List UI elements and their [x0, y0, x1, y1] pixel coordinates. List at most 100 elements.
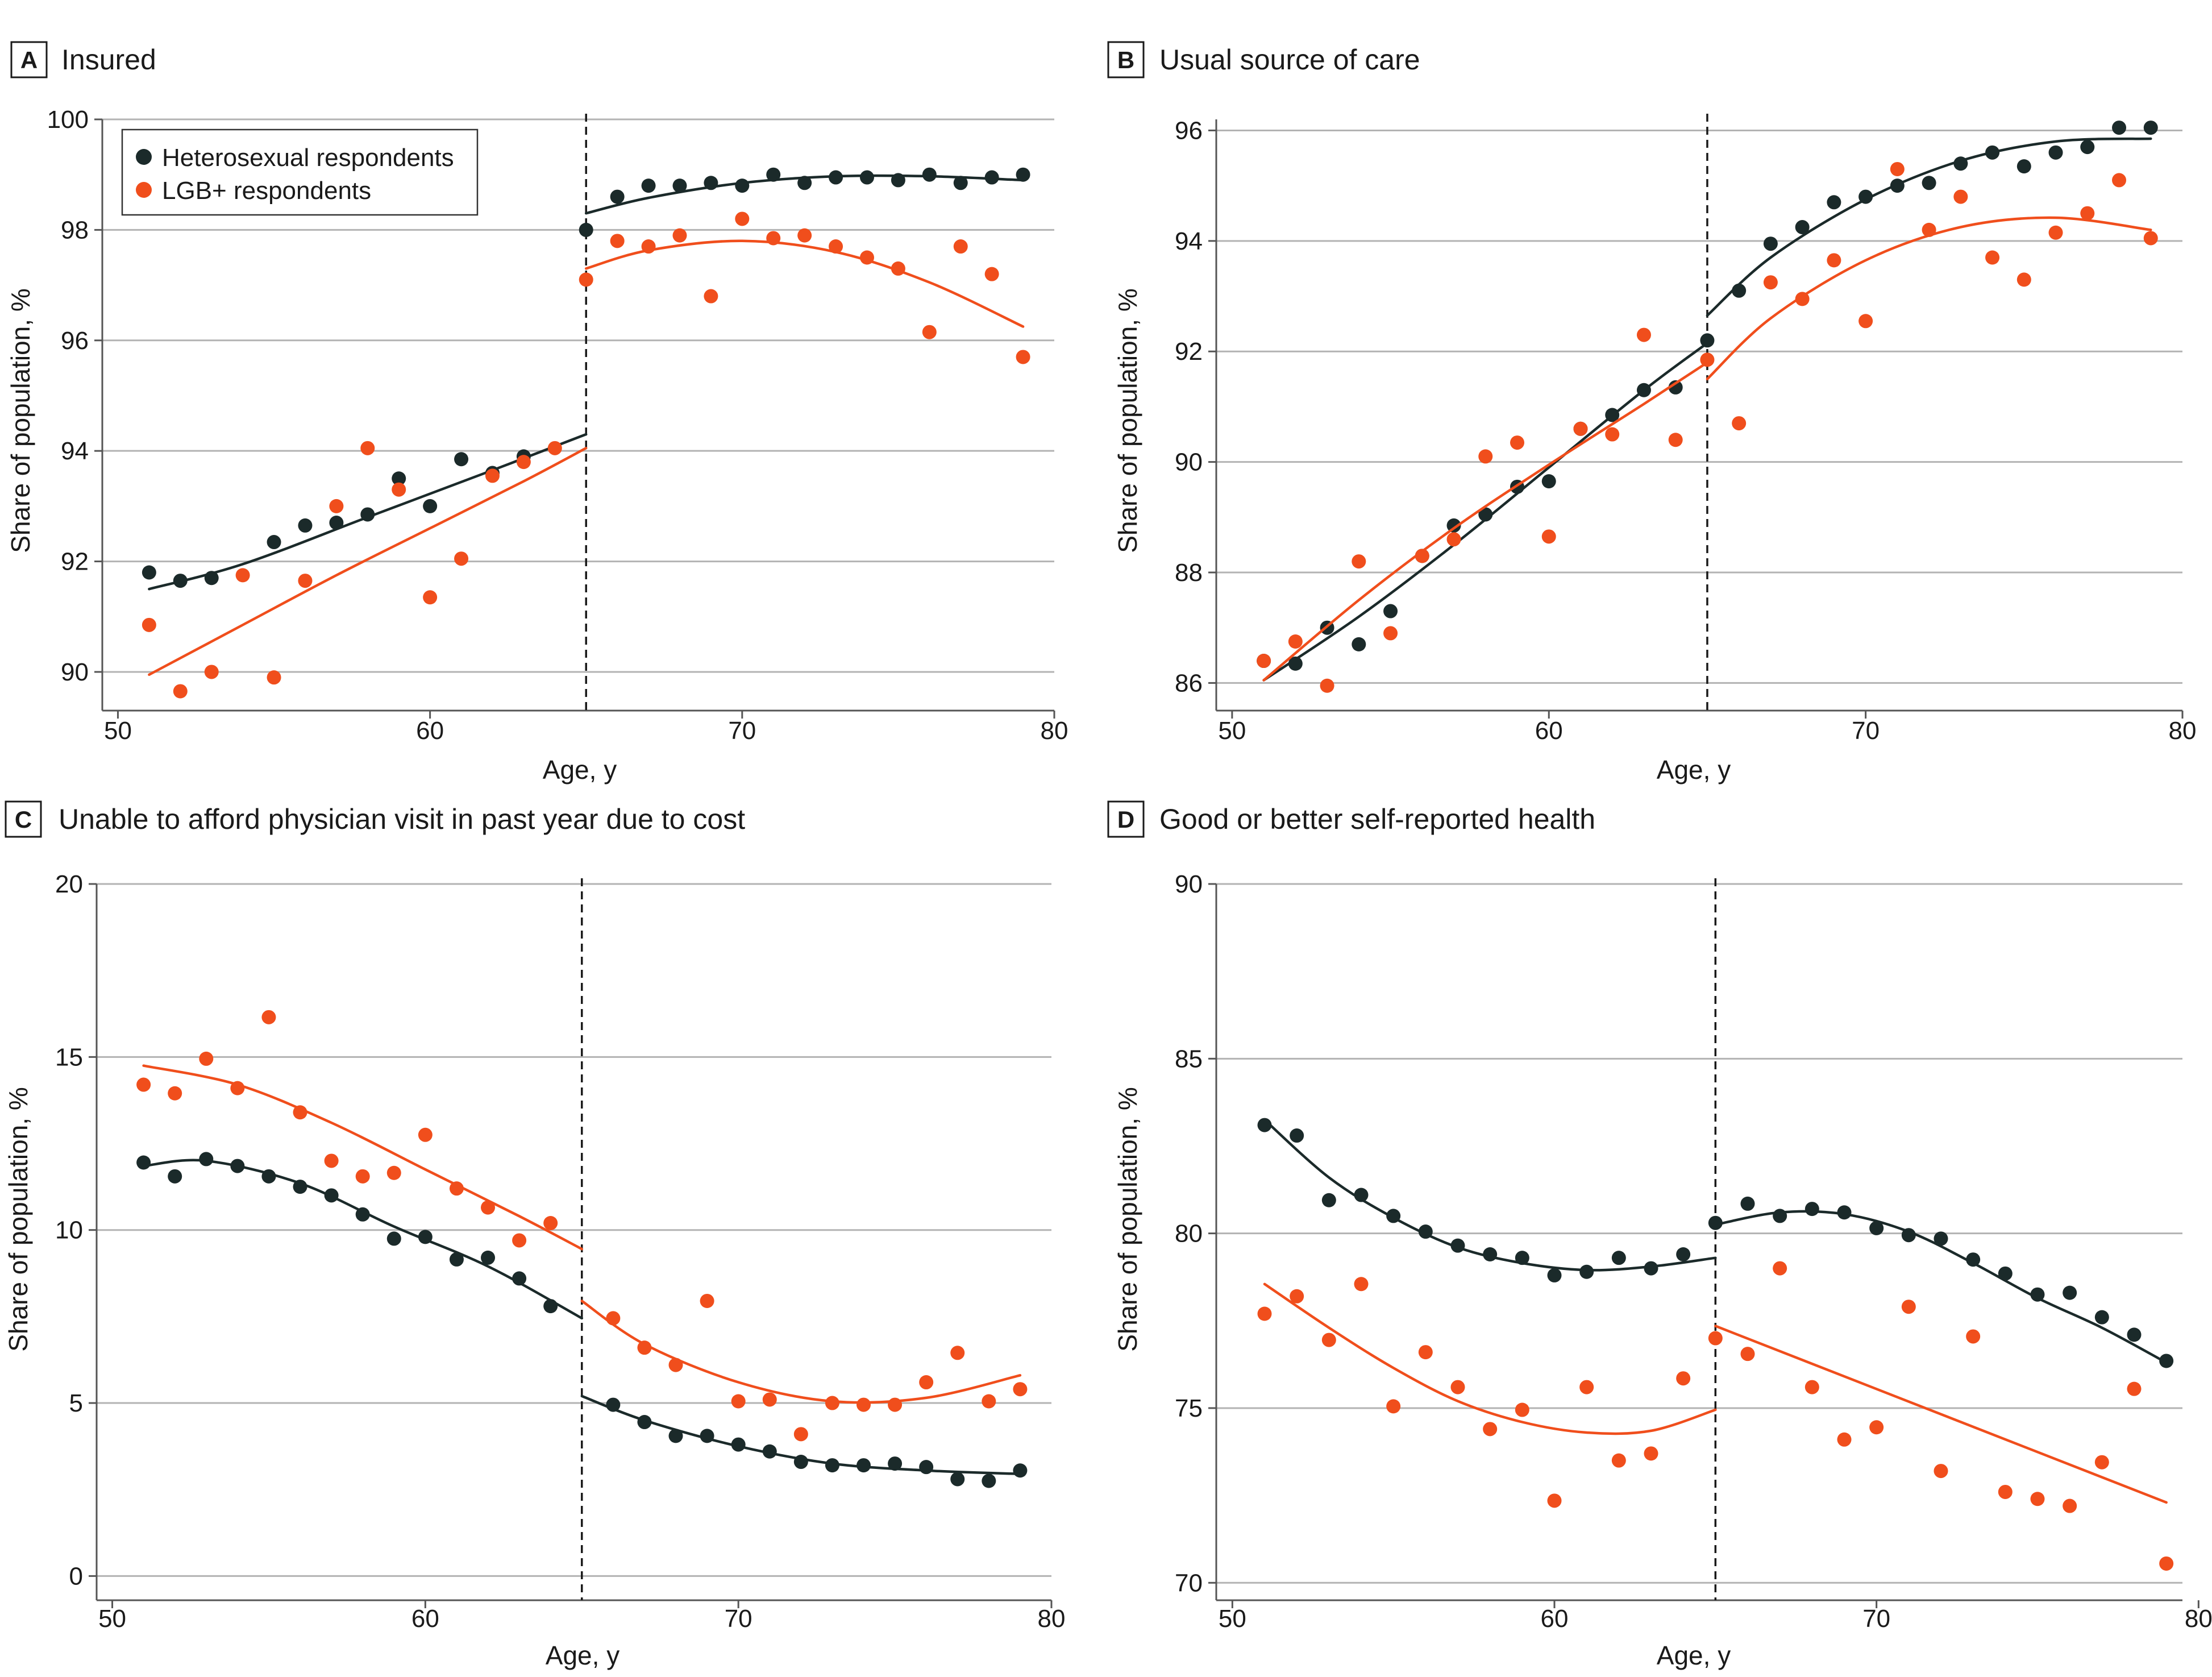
point-heterosexual — [481, 1250, 496, 1265]
point-heterosexual — [293, 1180, 307, 1194]
point-lgb — [984, 267, 999, 281]
point-lgb — [1869, 1420, 1884, 1435]
point-heterosexual — [1450, 1238, 1465, 1253]
point-heterosexual — [543, 1299, 558, 1314]
point-lgb — [2063, 1498, 2077, 1513]
y-tick-label: 5 — [69, 1389, 83, 1417]
point-lgb — [485, 468, 500, 483]
point-lgb — [449, 1181, 464, 1196]
point-heterosexual — [1668, 380, 1683, 395]
point-lgb — [1605, 427, 1620, 442]
panel-title: Insured — [61, 44, 156, 76]
point-heterosexual — [1890, 179, 1905, 193]
point-lgb — [641, 239, 656, 254]
x-tick-label: 60 — [411, 1605, 439, 1633]
point-lgb — [922, 325, 937, 339]
point-heterosexual — [1966, 1252, 1981, 1267]
y-tick-label: 75 — [1175, 1394, 1203, 1422]
point-lgb — [267, 670, 281, 685]
point-heterosexual — [386, 1231, 401, 1246]
fit-line-lgb-left — [142, 1064, 584, 1251]
legend: Heterosexual respondents LGB+ respondent… — [121, 128, 479, 216]
point-lgb — [735, 211, 750, 226]
point-heterosexual — [2094, 1310, 2109, 1325]
point-lgb — [386, 1165, 401, 1180]
point-lgb — [1515, 1402, 1529, 1417]
point-heterosexual — [1257, 1118, 1272, 1132]
point-lgb — [1290, 1289, 1304, 1304]
x-tick-label: 60 — [1535, 717, 1563, 745]
y-tick-label: 80 — [1175, 1220, 1203, 1248]
point-lgb — [1579, 1380, 1594, 1394]
point-lgb — [606, 1311, 621, 1326]
point-heterosexual — [766, 167, 781, 182]
x-tick-label: 80 — [1041, 717, 1068, 745]
point-lgb — [547, 441, 562, 455]
point-lgb — [355, 1169, 370, 1184]
y-tick-label: 90 — [1175, 449, 1203, 476]
point-lgb — [856, 1397, 871, 1412]
y-tick-label: 15 — [55, 1043, 83, 1071]
point-lgb — [731, 1394, 746, 1409]
point-heterosexual — [672, 179, 687, 193]
point-heterosexual — [512, 1271, 527, 1286]
point-lgb — [1354, 1277, 1369, 1292]
point-lgb — [1795, 292, 1810, 306]
point-heterosexual — [704, 176, 718, 190]
point-lgb — [1676, 1371, 1691, 1386]
point-lgb — [1740, 1347, 1755, 1361]
legend-marker-heterosexual — [136, 149, 152, 165]
point-heterosexual — [418, 1230, 433, 1244]
y-tick-label: 92 — [61, 548, 89, 576]
fit-line-heterosexual-right — [1706, 137, 2152, 317]
point-heterosexual — [1676, 1247, 1691, 1262]
point-lgb — [1611, 1453, 1626, 1468]
point-heterosexual — [1700, 333, 1715, 348]
y-tick-label: 20 — [55, 870, 83, 898]
point-lgb — [2094, 1455, 2109, 1470]
point-heterosexual — [142, 565, 156, 580]
point-heterosexual — [360, 507, 375, 522]
legend-marker-lgb — [136, 182, 152, 198]
y-tick-label: 88 — [1175, 559, 1203, 587]
point-heterosexual — [1953, 156, 1968, 171]
point-lgb — [1827, 253, 1841, 268]
point-lgb — [579, 272, 593, 287]
point-heterosexual — [762, 1444, 777, 1459]
y-tick-label: 100 — [47, 106, 89, 134]
point-lgb — [1013, 1382, 1028, 1397]
fit-line-heterosexual-right — [584, 174, 1025, 215]
point-heterosexual — [1290, 1128, 1304, 1143]
point-heterosexual — [1386, 1209, 1401, 1223]
x-tick-label: 50 — [104, 717, 132, 745]
point-heterosexual — [641, 179, 656, 193]
y-tick-label: 98 — [61, 216, 89, 244]
point-heterosexual — [1985, 145, 2000, 160]
point-heterosexual — [298, 518, 313, 533]
point-lgb — [637, 1340, 652, 1355]
point-heterosexual — [1773, 1209, 1787, 1223]
point-heterosexual — [136, 1155, 151, 1170]
point-lgb — [1418, 1345, 1433, 1360]
point-lgb — [1541, 529, 1556, 544]
point-heterosexual — [267, 535, 281, 550]
x-tick-label: 70 — [728, 717, 756, 745]
point-heterosexual — [1763, 236, 1778, 251]
point-lgb — [1352, 554, 1366, 569]
point-lgb — [142, 617, 156, 632]
fit-line-lgb-right — [1714, 1325, 2168, 1504]
point-lgb — [516, 455, 531, 470]
point-lgb — [293, 1105, 307, 1120]
x-tick-label: 50 — [1219, 1605, 1246, 1633]
point-heterosexual — [1934, 1231, 1948, 1246]
point-lgb — [1700, 352, 1715, 367]
point-lgb — [512, 1233, 527, 1248]
panel-letter: B — [1117, 47, 1134, 73]
fit-line-lgb-left — [1262, 361, 1709, 682]
panel-letter: D — [1117, 806, 1134, 833]
y-tick-label: 86 — [1175, 669, 1203, 697]
point-heterosexual — [984, 170, 999, 185]
point-lgb — [1668, 433, 1683, 447]
panel-c: C Unable to afford physician visit in pa… — [3, 800, 1065, 1670]
y-axis-title: Share of population, % — [1113, 288, 1142, 553]
